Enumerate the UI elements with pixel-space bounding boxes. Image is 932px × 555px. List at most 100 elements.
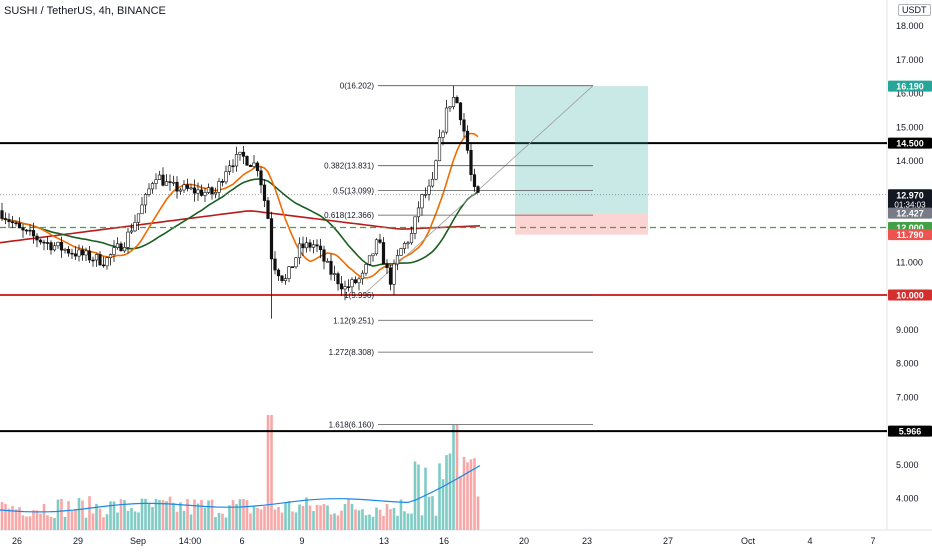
volume-bar: [203, 507, 207, 530]
candle-body: [262, 184, 267, 201]
volume-bar: [315, 504, 319, 530]
volume-bar: [249, 513, 252, 530]
candle-body: [136, 213, 141, 223]
x-tick-label: 4: [807, 536, 812, 546]
exchange-label: BINANCE: [116, 5, 166, 17]
candle-body: [178, 189, 183, 192]
candle-body: [252, 162, 256, 167]
candle-body: [206, 187, 211, 193]
candle-body: [318, 245, 323, 251]
chart-title: SUSHI / TetherUS, 4h, BINANCE: [4, 5, 166, 17]
volume-bar: [116, 512, 119, 530]
volume-bar: [343, 504, 347, 530]
candle-body: [115, 243, 120, 248]
price-label-bg: [888, 137, 932, 149]
volume-bar: [294, 512, 298, 530]
candle-body: [196, 189, 200, 194]
volume-pane: [0, 415, 481, 530]
candle-body: [213, 192, 218, 195]
candle-body: [294, 257, 298, 268]
candle-body: [308, 242, 312, 248]
volume-bar: [60, 498, 63, 530]
x-tick-label: Sep: [130, 536, 146, 546]
candle-body: [402, 243, 407, 249]
currency-button[interactable]: USDT: [898, 4, 931, 16]
volume-bar: [438, 463, 441, 530]
volume-bar: [263, 506, 266, 530]
candle-body: [98, 254, 102, 266]
candle-body: [367, 255, 372, 265]
candle-body: [87, 250, 92, 261]
candle-body: [399, 248, 403, 256]
volume-bar: [196, 503, 200, 530]
volume-bar: [354, 509, 357, 530]
price-label-text: 11.790: [896, 230, 923, 240]
fib-level-label: 0.5(13.099): [333, 186, 374, 195]
candle-body: [231, 165, 235, 168]
volume-bar: [413, 461, 417, 530]
candle-body: [112, 247, 116, 255]
volume-bar: [266, 415, 270, 530]
volume-bar: [42, 503, 46, 530]
candle-body: [322, 249, 326, 262]
volume-bar: [329, 514, 333, 530]
candle-body: [364, 264, 368, 274]
candle-body: [140, 204, 144, 215]
candle-body: [157, 174, 162, 180]
price-label-text: 14.500: [896, 139, 924, 149]
volume-bar: [144, 498, 147, 530]
candle-body: [182, 184, 186, 191]
candle-body: [84, 250, 88, 256]
volume-bar: [238, 499, 242, 530]
candle-body: [290, 266, 295, 268]
volume-bar: [56, 499, 60, 530]
volume-bar: [179, 502, 182, 530]
volume-bar: [11, 506, 14, 530]
candle-body: [73, 253, 78, 257]
candle-body: [154, 179, 158, 184]
candle-body: [444, 107, 449, 133]
candle-body: [17, 222, 22, 229]
candle-body: [423, 194, 428, 196]
candle-body: [332, 273, 337, 275]
candle-body: [339, 283, 344, 290]
volume-bar: [427, 496, 431, 530]
price-label-bg: [888, 207, 932, 219]
x-tick-label: 9: [299, 536, 304, 546]
price-label-bg: [888, 289, 932, 301]
volume-bar: [18, 507, 21, 530]
volume-bar: [347, 498, 350, 530]
candle-body: [276, 269, 281, 277]
volume-bar: [319, 505, 322, 530]
volume-bar: [112, 501, 116, 530]
price-label-bg: [888, 229, 932, 241]
price-label-text: 16.190: [896, 82, 924, 92]
candle-body: [164, 181, 169, 186]
candle-body: [385, 263, 389, 268]
volume-bar: [133, 511, 137, 530]
volume-bar: [137, 512, 140, 530]
candle-body: [458, 102, 463, 121]
volume-bar: [385, 504, 389, 530]
y-tick-label: 14.000: [896, 156, 924, 166]
volume-bar: [350, 503, 354, 530]
volume-bar: [375, 507, 378, 530]
candle-body: [371, 253, 375, 257]
volume-bar: [151, 507, 154, 530]
volume-bar: [322, 504, 326, 530]
volume-bar: [102, 517, 105, 530]
fib-level-label: 0.382(13.831): [324, 162, 374, 171]
candle-body: [350, 279, 354, 288]
volume-bar: [217, 512, 221, 530]
volume-bar: [140, 498, 144, 530]
candle-body: [416, 207, 421, 218]
candle-body: [126, 231, 130, 248]
fib-level-label: 1(9.996): [344, 291, 374, 300]
candle-body: [409, 233, 414, 244]
candle-body: [273, 258, 277, 271]
price-countdown-text: 01:34:03: [894, 200, 926, 209]
volume-bar: [126, 511, 130, 530]
fib-level-label: 1.618(6.160): [329, 421, 375, 430]
